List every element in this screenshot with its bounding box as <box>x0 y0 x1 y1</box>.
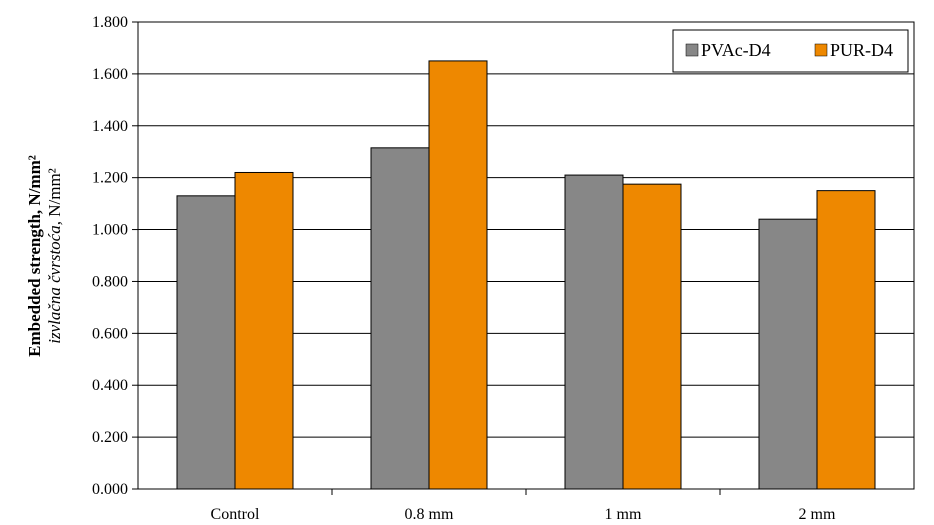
y-tick-label: 1.200 <box>92 170 128 187</box>
bar-pur-d4-0-8-mm <box>428 60 488 490</box>
legend-label-pur-d4: PUR-D4 <box>830 40 893 60</box>
bars <box>176 60 876 490</box>
svg-text:izvlačna čvrstoća, N/mm²: izvlačna čvrstoća, N/mm² <box>45 168 64 344</box>
y-tick-label: 0.400 <box>92 377 128 394</box>
legend-swatch-pvac-d4 <box>685 43 699 57</box>
y-tick-label: 1.400 <box>92 118 128 135</box>
bar-pvac-d4-1-mm <box>564 174 624 490</box>
x-axis-category-labels: Control 0.8 mm 1 mm 2 mm <box>211 489 836 523</box>
legend-box <box>672 29 909 73</box>
x-category-label: 2 mm <box>799 506 836 523</box>
y-axis-label-unit: N/mm² <box>45 168 64 221</box>
bar-pvac-d4-0-8-mm <box>370 147 430 490</box>
y-tick-label: 1.000 <box>92 222 128 239</box>
y-axis-tick-labels: 0.000 0.200 0.400 0.600 0.800 1.000 1.200 1.400… <box>92 14 128 498</box>
x-category-label: 0.8 mm <box>405 506 454 523</box>
bar-pvac-d4-2-mm <box>758 218 818 490</box>
y-tick-label: 0.000 <box>92 481 128 498</box>
legend-label-pvac-d4: PVAc-D4 <box>701 40 771 60</box>
legend: PVAc-D4 PUR-D4 <box>672 29 909 73</box>
bar-pur-d4-control <box>234 171 294 490</box>
y-tick-label: 1.600 <box>92 66 128 83</box>
y-tick-label: 0.800 <box>92 273 128 290</box>
y-axis-label: Embedded strength, N/mm² <box>25 155 44 357</box>
legend-swatch-pur-d4 <box>814 43 828 57</box>
y-axis-label-italic: izvlačna čvrstoća, <box>45 221 64 344</box>
y-axis-label-bold: Embedded strength, N/mm² <box>25 155 44 357</box>
x-category-label: Control <box>211 506 260 523</box>
bar-pvac-d4-control <box>176 195 236 490</box>
bar-pur-d4-2-mm <box>816 190 876 490</box>
y-tick-label: 1.800 <box>92 14 128 31</box>
bar-pur-d4-1-mm <box>622 183 682 490</box>
y-tick-label: 0.200 <box>92 429 128 446</box>
x-category-label: 1 mm <box>605 506 642 523</box>
y-tick-label: 0.600 <box>92 325 128 342</box>
y-axis-label-secondary: izvlačna čvrstoća, N/mm² <box>45 168 64 344</box>
